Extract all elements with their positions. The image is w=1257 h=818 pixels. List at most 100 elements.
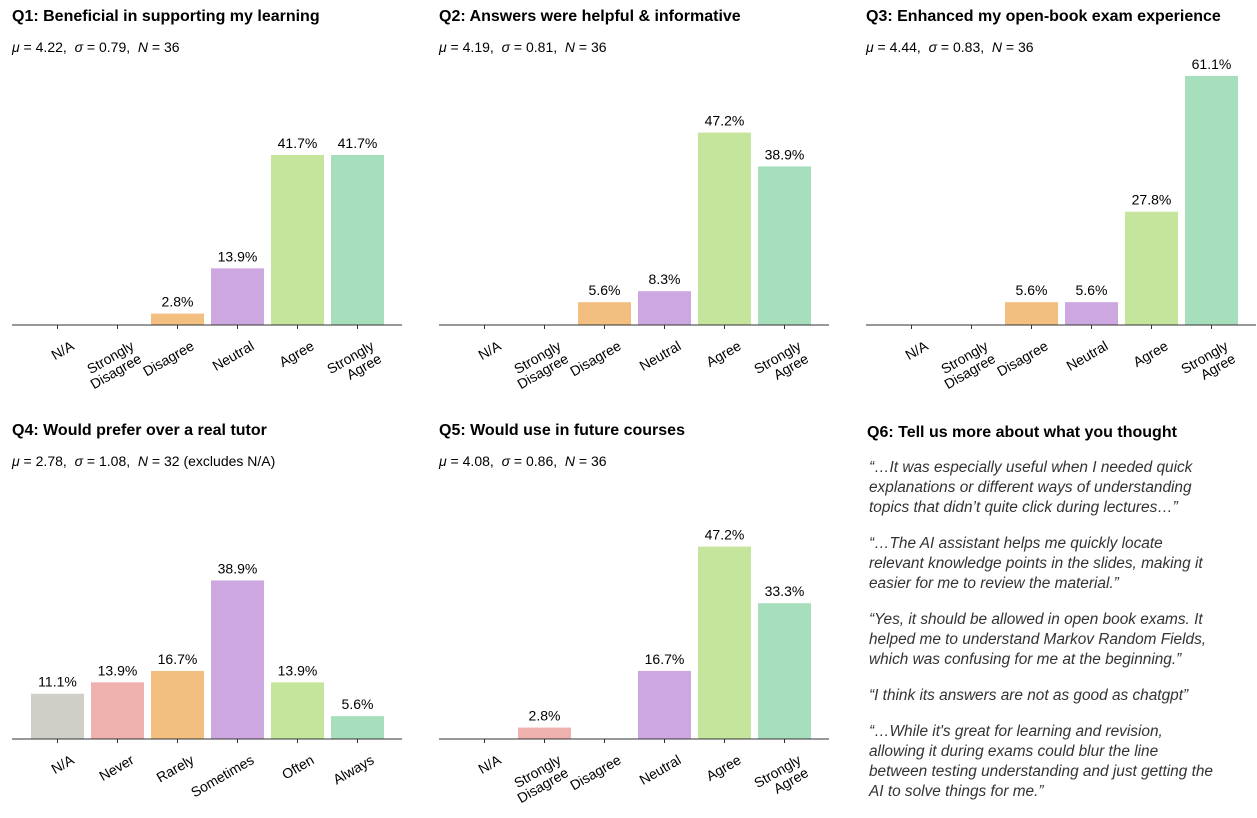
stat-sigma: 1.08: [98, 453, 127, 469]
quote: “…It was especially useful when I needed…: [869, 459, 1193, 516]
bar-chart: 11.1% N/A 13.9% Never 16.7% Rarely 38.9% Someti…: [12, 560, 402, 800]
stat-sigma: 0.81: [525, 39, 554, 55]
bar: [758, 166, 811, 325]
bar: [331, 716, 384, 739]
category-label: StronglyAgree: [324, 337, 384, 389]
data-label: 13.9%: [278, 662, 318, 678]
stat-n: 36: [164, 39, 180, 55]
chart-stats: μ = 4.44, σ = 0.83, N = 36: [866, 39, 1034, 55]
data-label: 16.7%: [158, 651, 198, 667]
category-label: Disagree: [994, 337, 1051, 379]
bar: [31, 693, 84, 739]
bar: [1005, 302, 1058, 325]
bar: [758, 603, 811, 739]
data-label: 13.9%: [98, 662, 138, 678]
category-label: StronglyDisagree: [507, 751, 571, 806]
quote: “…The AI assistant helps me quickly loca…: [869, 535, 1203, 592]
bar: [698, 132, 751, 325]
category-label: Disagree: [140, 337, 197, 379]
bar-chart: N/A StronglyDisagree 5.6% Disagree 8.3% Neutr…: [439, 113, 829, 392]
bar-chart: N/A StronglyDisagree 5.6% Disagree 5.6% Neutr…: [866, 56, 1256, 392]
bar: [638, 670, 691, 739]
stat-mu: 4.44: [889, 39, 917, 55]
category-label: Disagree: [567, 337, 624, 379]
bar: [151, 670, 204, 739]
stat-n: 32: [164, 453, 180, 469]
data-label: 41.7%: [338, 135, 378, 151]
bar: [698, 546, 751, 739]
category-label: Often: [279, 751, 317, 782]
bar: [211, 580, 264, 739]
category-label: Agree: [276, 337, 317, 370]
data-label: 2.8%: [529, 708, 561, 724]
category-label: StronglyAgree: [751, 337, 811, 389]
category-label: Neutral: [637, 337, 684, 373]
category-label: Neutral: [1064, 337, 1111, 373]
chart-stats: μ = 4.19, σ = 0.81, N = 36: [439, 39, 607, 55]
category-label: N/A: [475, 751, 504, 777]
bar: [578, 302, 631, 325]
data-label: 5.6%: [342, 696, 374, 712]
category-label: N/A: [902, 337, 931, 363]
chart-title: Q2: Answers were helpful & informative: [439, 8, 741, 25]
category-label: StronglyAgree: [751, 751, 811, 803]
stat-sigma: 0.79: [98, 39, 127, 55]
bar: [271, 154, 324, 325]
stat-note: (excludes N/A): [183, 453, 276, 469]
category-label: Disagree: [567, 751, 624, 793]
category-label: StronglyDisagree: [934, 337, 998, 392]
bar: [518, 727, 571, 739]
category-label: Agree: [703, 751, 744, 784]
chart-panel-q2: Q2: Answers were helpful & informative μ…: [439, 0, 839, 400]
chart-stats: μ = 4.22, σ = 0.79, N = 36: [12, 39, 180, 55]
chart-title: Q4: Would prefer over a real tutor: [12, 422, 267, 439]
bar: [638, 291, 691, 325]
data-label: 13.9%: [218, 248, 258, 264]
category-label: StronglyDisagree: [507, 337, 571, 392]
data-label: 41.7%: [278, 135, 318, 151]
bar: [1185, 75, 1238, 326]
data-label: 11.1%: [38, 674, 77, 690]
data-label: 47.2%: [705, 113, 745, 129]
chart-title: Q1: Beneficial in supporting my learning: [12, 8, 320, 25]
chart-title: Q5: Would use in future courses: [439, 422, 685, 439]
chart-title: Q3: Enhanced my open-book exam experienc…: [866, 8, 1221, 25]
category-label: Sometimes: [188, 751, 257, 800]
data-label: 47.2%: [705, 527, 745, 543]
q6-title: Q6: Tell us more about what you thought: [867, 424, 1177, 441]
bar: [91, 682, 144, 739]
category-label: Agree: [703, 337, 744, 370]
data-label: 5.6%: [1076, 282, 1108, 298]
data-label: 8.3%: [649, 271, 681, 287]
quote: “Yes, it should be allowed in open book …: [869, 611, 1207, 668]
data-label: 5.6%: [1016, 282, 1048, 298]
chart-panel-q5: Q5: Would use in future courses μ = 4.08…: [439, 414, 839, 814]
category-label: N/A: [475, 337, 504, 363]
bar: [151, 313, 204, 325]
quote: “…While it's great for learning and revi…: [869, 723, 1213, 800]
bar: [211, 268, 264, 325]
category-label: StronglyAgree: [1178, 337, 1238, 389]
category-label: Never: [96, 751, 137, 784]
bar-chart: N/A StronglyDisagree 2.8% Disagree 13.9% Neut…: [12, 135, 402, 392]
stat-mu: 4.19: [462, 39, 490, 55]
category-label: Neutral: [637, 751, 684, 787]
category-label: Rarely: [154, 751, 197, 785]
quote: “I think its answers are not as good as …: [869, 687, 1189, 704]
category-label: N/A: [48, 337, 77, 363]
stat-mu: 4.22: [35, 39, 63, 55]
bar: [1125, 211, 1178, 325]
data-label: 33.3%: [765, 583, 805, 599]
data-label: 61.1%: [1192, 56, 1232, 72]
bar: [1065, 302, 1118, 325]
category-label: N/A: [48, 751, 77, 777]
bar: [331, 154, 384, 325]
data-label: 16.7%: [645, 651, 685, 667]
stat-n: 36: [1018, 39, 1034, 55]
chart-panel-q4: Q4: Would prefer over a real tutor μ = 2…: [12, 414, 412, 814]
category-label: Always: [330, 751, 376, 787]
data-label: 38.9%: [765, 146, 805, 162]
stat-n: 36: [591, 453, 607, 469]
data-label: 27.8%: [1132, 192, 1172, 208]
stat-sigma: 0.83: [952, 39, 981, 55]
